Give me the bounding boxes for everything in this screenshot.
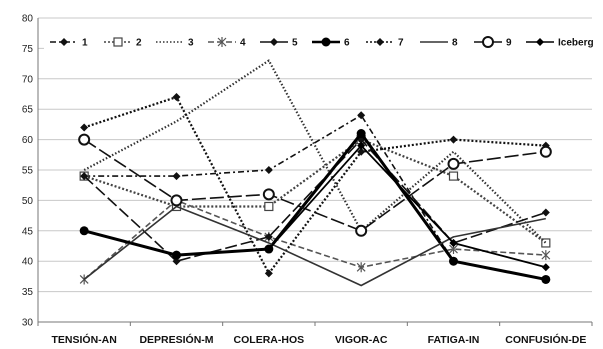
legend-label: 9 — [506, 38, 512, 49]
data-point — [449, 135, 458, 144]
series-lines — [78, 59, 552, 287]
data-point — [447, 157, 460, 170]
legend-entry-4: 4 — [208, 37, 246, 49]
series-line — [83, 144, 547, 269]
x-tick-label: VIGOR-AC — [335, 334, 388, 346]
y-tick-label: 55 — [22, 166, 34, 177]
data-point — [264, 201, 274, 212]
legend-entry-6: 6 — [312, 37, 350, 49]
data-point — [357, 141, 366, 150]
legend-entry-5: 5 — [260, 38, 298, 49]
data-point — [356, 262, 366, 273]
series-line — [83, 138, 546, 232]
data-point — [357, 147, 366, 156]
series-iceberg — [80, 141, 550, 272]
series-line — [83, 138, 547, 263]
y-tick-label: 35 — [22, 287, 34, 298]
legend-label: 4 — [240, 38, 246, 49]
legend-marker — [113, 37, 123, 47]
data-point — [264, 245, 273, 254]
x-tick-labels: TENSIÓN-AN DEPRESIÓN-M COLERA-HOS VIGOR-AC F… — [51, 333, 586, 346]
legend-entry-8: 8 — [420, 38, 458, 49]
data-point — [172, 257, 181, 266]
legend-label: 7 — [398, 38, 404, 49]
legend-marker — [376, 38, 384, 46]
x-tick-label: FATIGA-IN — [428, 334, 480, 346]
axes — [37, 18, 593, 326]
x-tick-label: CONFUSIÓN-DE — [505, 333, 586, 346]
data-point — [262, 188, 275, 201]
legend-entry-3: 3 — [156, 38, 194, 49]
legend-entry-9: 9 — [474, 36, 512, 49]
series-8 — [83, 205, 546, 287]
legend-marker — [321, 37, 331, 47]
data-point — [449, 238, 458, 247]
data-point — [541, 250, 551, 261]
y-tick-label: 50 — [22, 196, 34, 207]
y-tick-label: 45 — [22, 226, 34, 237]
legend-label: 5 — [292, 38, 298, 49]
data-point — [541, 263, 550, 272]
series-9 — [78, 133, 552, 237]
x-tick-label: TENSIÓN-AN — [51, 333, 116, 346]
y-tick-label: 60 — [22, 135, 34, 146]
legend-entry-1: 1 — [50, 38, 88, 49]
series-line — [83, 132, 547, 281]
data-point — [172, 251, 181, 260]
legend-marker — [270, 38, 278, 46]
legend: 1 2 3 4 5 6 7 8 9 Iceberg — [44, 32, 594, 52]
legend-entry-2: 2 — [104, 37, 142, 49]
legend-label: 3 — [188, 38, 194, 49]
data-point — [172, 93, 181, 102]
series-line — [83, 205, 546, 287]
data-point — [541, 274, 551, 284]
series-4 — [79, 195, 551, 285]
y-tick-label: 80 — [22, 14, 34, 25]
series-3 — [83, 59, 547, 244]
data-point — [541, 238, 551, 248]
legend-label: Iceberg — [558, 38, 594, 49]
data-point — [357, 111, 366, 120]
series-line — [83, 138, 547, 244]
legend-label: 6 — [344, 38, 350, 49]
data-point — [170, 194, 183, 207]
data-point — [356, 129, 366, 139]
data-point — [355, 224, 368, 237]
y-tick-label: 40 — [22, 257, 34, 268]
data-point — [264, 269, 273, 278]
legend-marker — [482, 36, 494, 48]
data-point — [80, 123, 89, 132]
data-point — [264, 166, 273, 174]
y-tick-label: 65 — [22, 105, 34, 116]
y-tick-label: 75 — [22, 44, 34, 55]
y-tick-labels: 30 35 40 45 50 55 60 65 70 75 80 — [22, 14, 34, 329]
legend-entry-iceberg: Iceberg — [526, 38, 594, 49]
data-point — [448, 171, 459, 181]
legend-label: 2 — [136, 38, 142, 49]
legend-entry-7: 7 — [366, 38, 404, 49]
legend-marker — [217, 37, 227, 47]
series-line — [83, 199, 546, 281]
series-line — [83, 59, 547, 244]
legend-marker — [536, 38, 544, 46]
data-point — [541, 208, 550, 217]
data-point — [449, 256, 458, 266]
y-tick-label: 70 — [22, 74, 34, 85]
data-point — [539, 145, 552, 158]
data-point — [80, 226, 89, 235]
grid-lines — [38, 17, 592, 323]
data-point — [80, 172, 89, 181]
data-point — [172, 172, 181, 181]
legend-label: 8 — [452, 38, 458, 49]
y-tick-label: 30 — [22, 318, 34, 329]
legend-label: 1 — [82, 38, 88, 49]
x-tick-label: COLERA-HOS — [234, 334, 305, 346]
data-point — [264, 232, 273, 241]
legend-marker — [60, 38, 68, 46]
x-tick-label: DEPRESIÓN-M — [139, 333, 213, 346]
data-point — [78, 133, 91, 146]
